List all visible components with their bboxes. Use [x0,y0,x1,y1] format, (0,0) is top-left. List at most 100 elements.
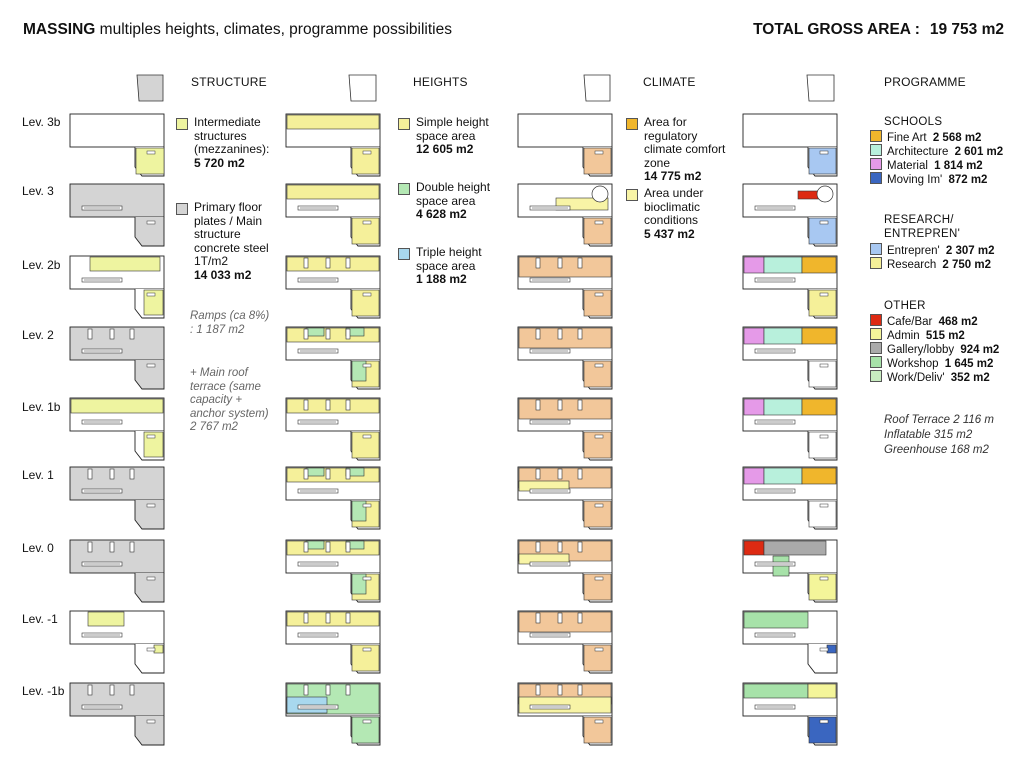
void-opening [303,399,309,411]
programme-value: 872 m2 [948,174,988,186]
void-opening [129,684,135,696]
void-opening [303,684,309,696]
void-opening [535,399,541,411]
regulatory-climate-zone [518,327,612,349]
void-opening [345,541,351,553]
double-height-zone [351,360,367,382]
legend-bioclimatic: Area under bioclimatic conditions 5 437 m… [626,186,736,241]
workshop-zone [743,683,809,699]
stair [819,292,829,297]
architecture-zone [763,398,803,416]
stair [594,647,604,652]
stair [819,363,829,368]
stair [594,292,604,297]
mezzanine-zone [70,398,164,414]
void-opening [87,468,93,480]
inflatable-dome [816,185,834,203]
stair [594,503,604,508]
swatch-fine-art [870,130,882,142]
void-opening [325,399,331,411]
stair [362,292,372,297]
legend-value: 12 605 m2 [416,142,474,156]
programme-work-deliv: Work/Deliv' 352 m2 [870,370,990,384]
programme-value: 1 814 m2 [934,160,983,172]
void-opening [303,257,309,269]
material-zone [743,467,765,485]
stair [362,434,372,439]
stair [594,719,604,724]
void-opening [345,399,351,411]
legend-label: Area under bioclimatic conditions [644,186,704,227]
void-opening [325,328,331,340]
stair [362,220,372,225]
void-opening [577,541,583,553]
fine-art-zone [801,256,837,274]
roof-terrace-area: Roof Terrace 2 116 m [884,414,994,426]
void-opening [345,257,351,269]
stair [146,503,156,508]
programme-value: 1 645 m2 [944,358,994,370]
stair [146,292,156,297]
stair [362,363,372,368]
level-label: Lev. -1b [22,684,65,698]
tower-outline [134,716,165,746]
title-rest: multiples heights, climates, programme p… [99,21,452,38]
mezzanine-zone [153,644,164,654]
legend-simple-height: Simple height space area 12 605 m2 [398,115,498,157]
void-opening [345,468,351,480]
simple-height-zone [286,327,380,343]
programme-value: 515 m2 [925,330,965,342]
legend-label: Primary floor plates / Main structure co… [194,200,269,268]
void-opening [87,328,93,340]
void-opening [325,468,331,480]
roof-terrace-note: + Main roof terrace (same capacity + anc… [190,367,269,433]
programme-label: Workshop [887,358,939,370]
other-heading: OTHER [884,300,926,312]
fine-art-zone [801,327,837,345]
swatch-architecture [870,144,882,156]
total-gross-area: TOTAL GROSS AREA : 19 753 m2 [753,21,1004,39]
greenhouse-area: Greenhouse 168 m2 [884,444,989,456]
legend-triple-height: Triple height space area 1 188 m2 [398,245,498,287]
stair [146,220,156,225]
mezzanine-zone [89,256,161,272]
level-label: Lev. 1 [22,468,54,482]
programme-architecture: Architecture 2 601 m2 [870,144,1003,158]
double-height-zone [351,716,380,744]
void-opening [535,612,541,624]
regulatory-climate-zone [518,398,612,420]
programme-label: Architecture [887,146,949,158]
swatch-cafe-bar [870,314,882,326]
material-zone [743,398,765,416]
legend-label: Intermediate structures (mezzanines): [194,115,270,156]
programme-value: 2 750 m2 [942,259,992,271]
regulatory-climate-zone [518,611,612,633]
architecture-zone [763,256,803,274]
stair [819,434,829,439]
void-opening [109,328,115,340]
admin-zone [807,683,837,699]
programme-admin: Admin 515 m2 [870,328,965,342]
void-opening [109,541,115,553]
swatch-workshop [870,356,882,368]
stair [594,434,604,439]
legend-regulatory-climate: Area for regulatory climate comfort zone… [626,115,736,184]
simple-height-zone [286,467,380,483]
void-opening [325,612,331,624]
floor-plate [742,113,838,148]
cafe-bar-zone [743,540,765,556]
key-icon-heights [348,74,377,102]
stair [146,434,156,439]
stair [594,363,604,368]
programme-cafe-bar: Cafe/Bar 468 m2 [870,314,978,328]
programme-value: 924 m2 [960,344,1000,356]
schools-heading: SCHOOLS [884,116,943,128]
programme-research: Research 2 750 m2 [870,257,991,271]
swatch-bioclimatic [626,189,638,201]
programme-entrepren: Entrepren' 2 307 m2 [870,243,995,257]
inflatable-dome [591,185,609,203]
key-icon-structure [136,74,164,102]
void-opening [325,541,331,553]
stair [146,647,156,652]
stair [362,150,372,155]
